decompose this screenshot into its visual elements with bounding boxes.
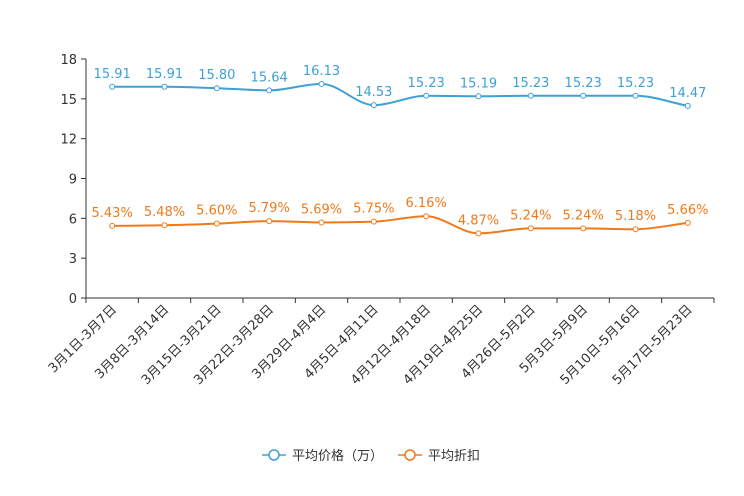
data-label: 15.23: [565, 76, 602, 91]
legend-marker: [268, 449, 280, 461]
data-point: [423, 213, 430, 220]
data-point: [684, 102, 691, 109]
data-label: 4.87%: [458, 213, 499, 228]
data-point: [318, 219, 325, 226]
series-line: [112, 82, 689, 107]
data-point: [632, 226, 639, 233]
data-label: 15.64: [251, 70, 288, 85]
y-axis: 0 3 6 9 12 15 18: [60, 53, 87, 307]
data-label: 5.79%: [249, 201, 290, 216]
legend-marker: [404, 449, 416, 461]
data-label: 16.13: [303, 64, 340, 79]
series-layer: 15.91 15.91 15.80 15.64 16.13 14.53 15.23 15.19…: [92, 64, 708, 237]
data-point: [109, 83, 116, 90]
data-label: 15.19: [460, 76, 497, 91]
data-label: 6.16%: [406, 196, 447, 211]
data-label: 15.91: [146, 67, 183, 82]
y-tick-label: 18: [60, 53, 77, 68]
data-label: 5.24%: [510, 208, 551, 223]
series-line: [112, 215, 688, 235]
data-label: 5.24%: [563, 208, 604, 223]
data-label: 5.18%: [615, 209, 656, 224]
data-point: [318, 80, 325, 87]
data-point: [475, 93, 482, 100]
data-point: [161, 222, 168, 229]
data-point: [527, 225, 534, 232]
series-2: 5.43% 5.48% 5.60% 5.79% 5.69% 5.75% 6.16% 4.87%…: [92, 196, 708, 237]
data-label: 5.66%: [667, 203, 708, 218]
series-1: 15.91 15.91 15.80 15.64 16.13 14.53 15.23 15.19…: [94, 64, 706, 109]
data-label: 5.69%: [301, 202, 342, 217]
data-point: [109, 222, 116, 229]
data-point: [475, 230, 482, 237]
data-point: [580, 225, 587, 232]
y-tick-label: 0: [69, 292, 77, 307]
data-point: [370, 218, 377, 225]
y-tick-label: 15: [60, 93, 77, 108]
data-label: 15.23: [512, 76, 549, 91]
y-tick-label: 9: [69, 173, 77, 188]
y-tick-label: 12: [60, 133, 77, 148]
data-label: 15.80: [198, 68, 235, 83]
data-label: 5.48%: [144, 205, 185, 220]
data-label: 5.60%: [196, 204, 237, 219]
data-point: [161, 83, 168, 90]
data-label: 15.23: [617, 76, 654, 91]
data-label: 15.91: [94, 67, 131, 82]
y-tick-label: 6: [69, 212, 77, 227]
data-label: 14.47: [669, 86, 706, 101]
data-label: 5.43%: [92, 206, 133, 221]
legend-label: 平均价格（万）: [292, 448, 383, 464]
data-point: [370, 102, 377, 109]
data-point: [213, 85, 220, 92]
legend: 平均价格（万） 平均折扣: [262, 448, 480, 464]
data-label: 5.75%: [353, 202, 394, 217]
data-label: 15.23: [408, 76, 445, 91]
legend-item-2: 平均折扣: [398, 449, 480, 464]
data-point: [266, 87, 273, 94]
data-point: [527, 92, 534, 99]
data-point: [213, 220, 220, 227]
legend-label: 平均折扣: [428, 449, 480, 464]
x-axis: 3月1日-3月7日3月8日-3月14日3月15日-3月21日3月22日-3月28…: [46, 297, 715, 388]
data-label: 14.53: [355, 85, 392, 100]
data-point: [423, 92, 430, 99]
y-tick-label: 3: [69, 252, 77, 267]
legend-item-1: 平均价格（万）: [262, 448, 383, 464]
data-point: [580, 92, 587, 99]
data-point: [632, 92, 639, 99]
data-point: [684, 219, 691, 226]
data-point: [266, 218, 273, 225]
